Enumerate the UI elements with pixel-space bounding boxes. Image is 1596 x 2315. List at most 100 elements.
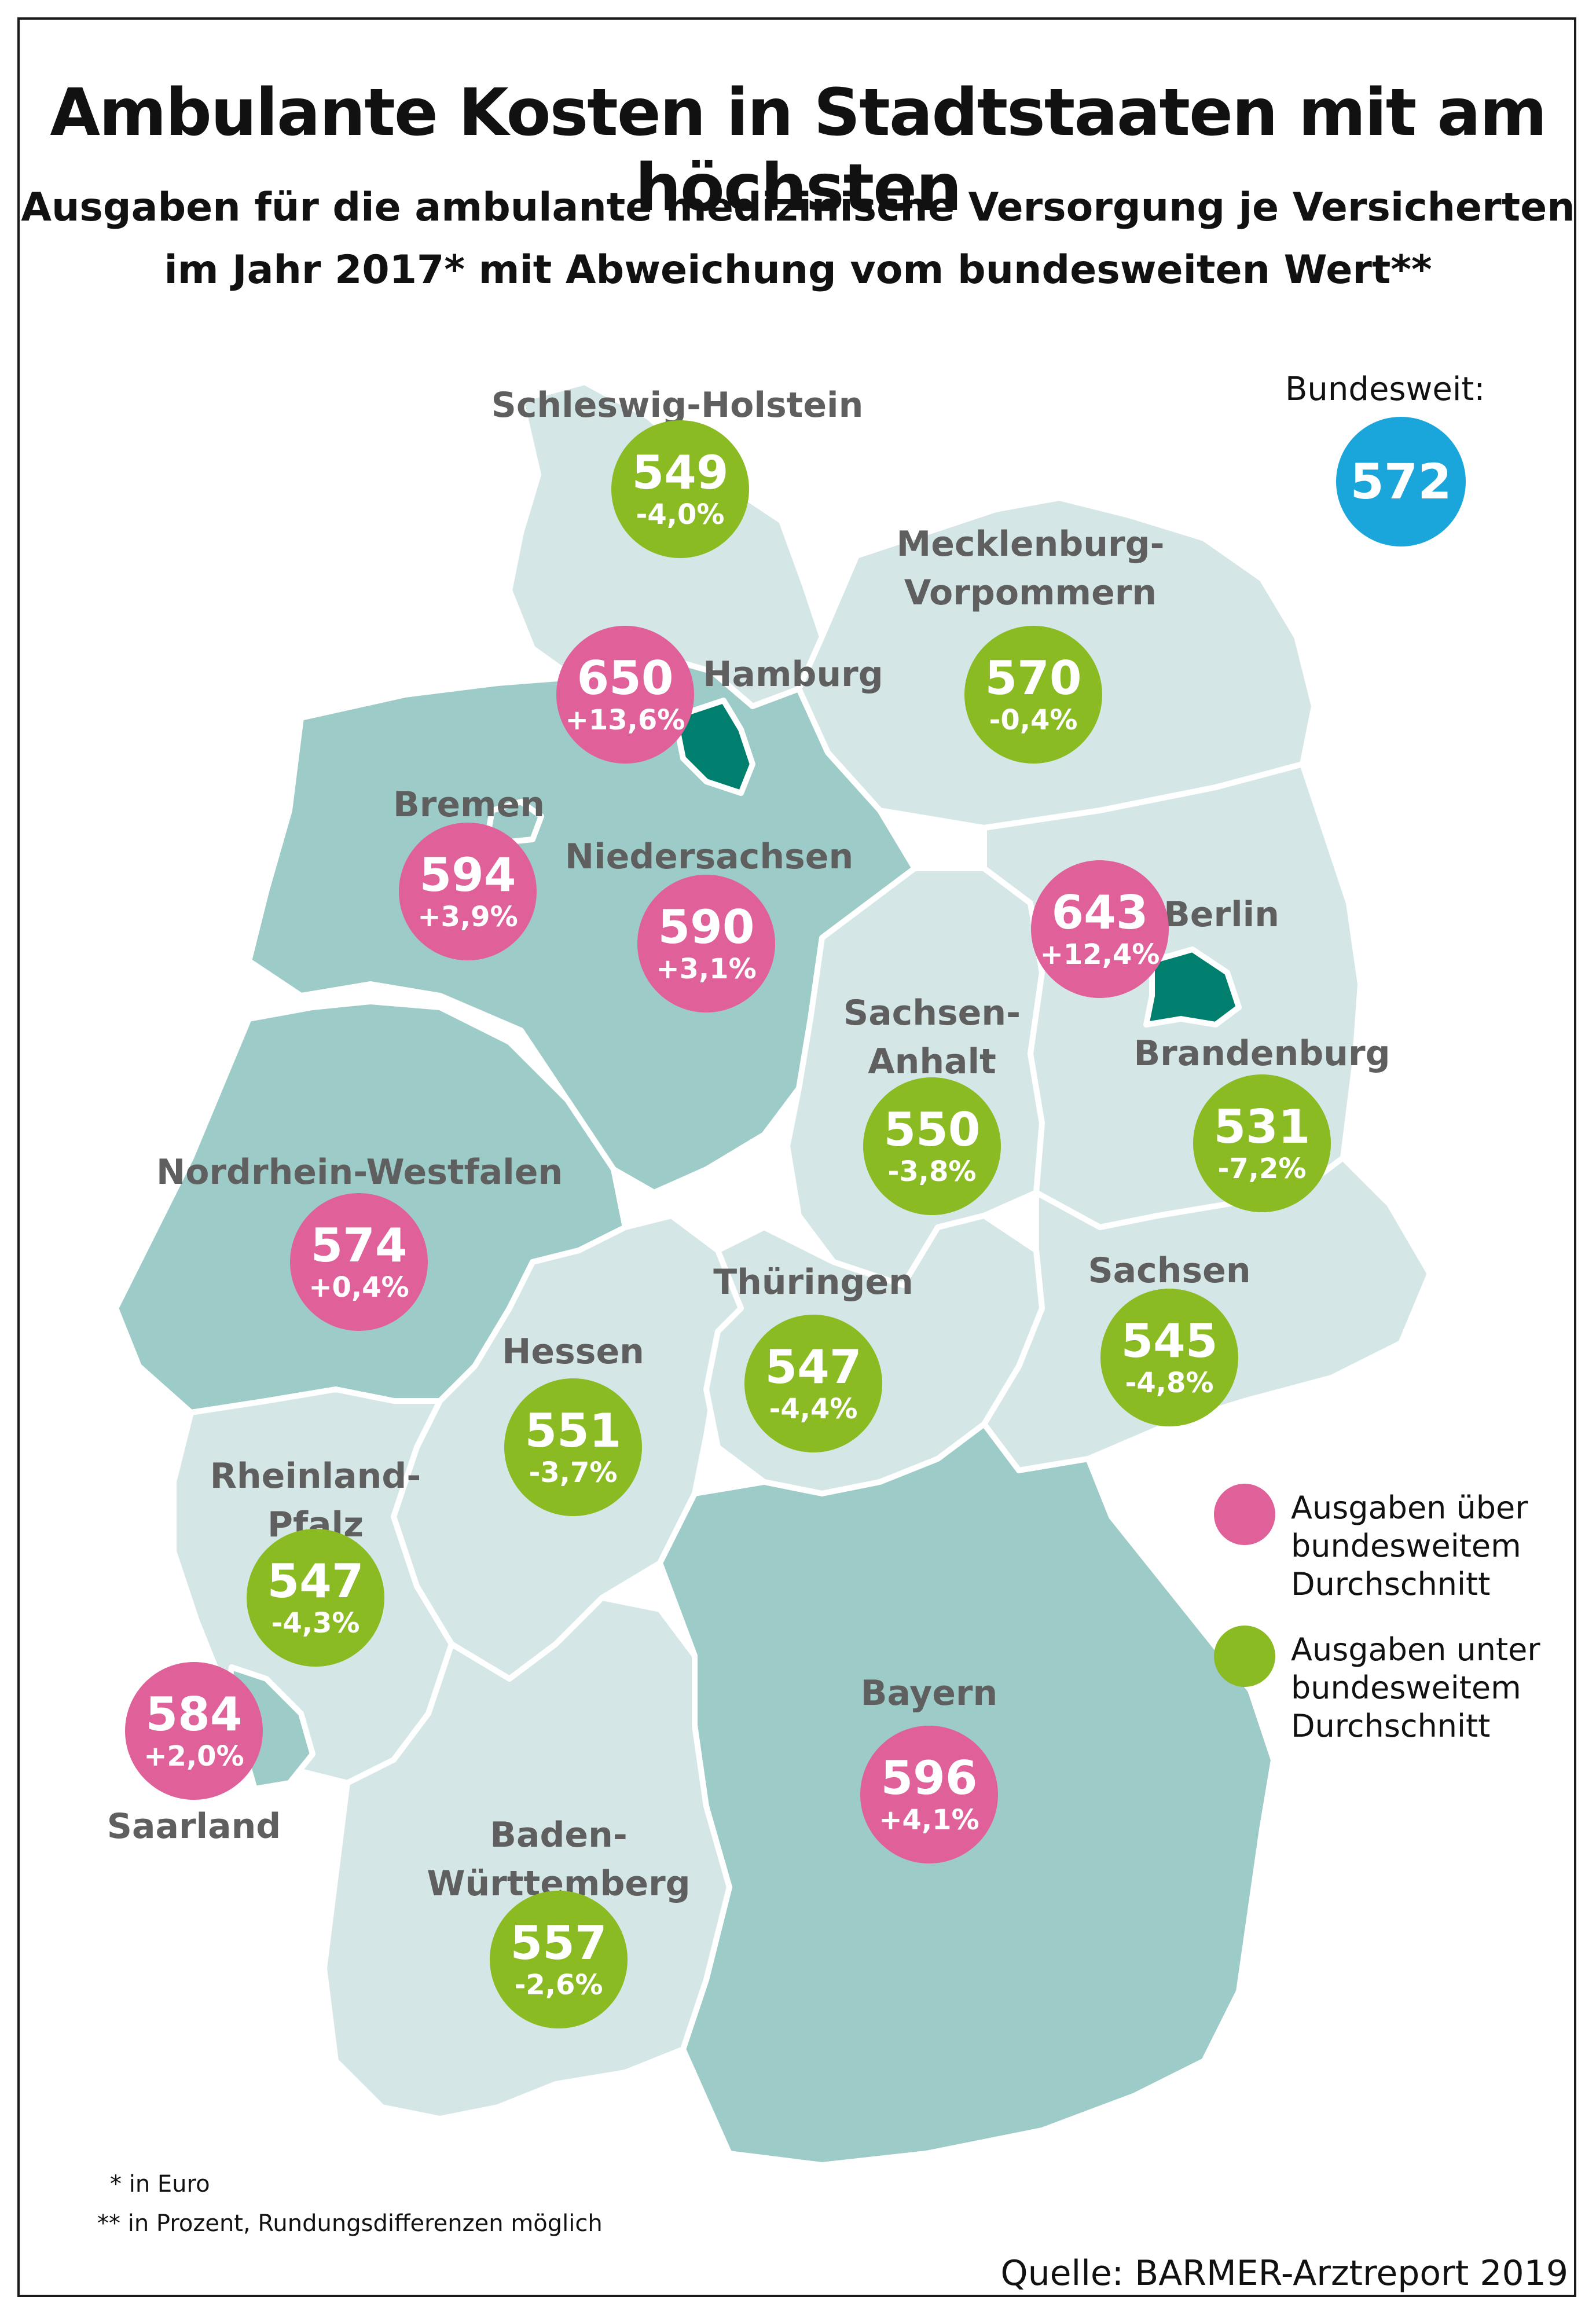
state-label-line: Saarland: [107, 1806, 281, 1847]
state-value: 551: [524, 1404, 622, 1458]
state-label-line: Nordrhein-Westfalen: [156, 1152, 563, 1193]
state-deviation: +3,1%: [656, 953, 757, 985]
state-deviation: -4,8%: [1125, 1367, 1214, 1399]
state-value: 574: [310, 1219, 408, 1272]
value-bubble-bremen: 594 +3,9%: [399, 823, 537, 960]
state-value: 549: [632, 446, 729, 500]
state-label-line: Berlin: [1164, 894, 1279, 935]
value-bubble-schleswig-holstein: 549 -4,0%: [611, 420, 749, 558]
value-bubble-mecklenburg-vorpommern: 570 -0,4%: [964, 626, 1102, 764]
state-deviation: +0,4%: [309, 1271, 409, 1304]
state-value: 590: [658, 900, 755, 954]
chart-title: Ambulante Kosten in Stadtstaaten mit am …: [50, 75, 1547, 226]
state-deviation: -4,3%: [271, 1607, 360, 1639]
state-value: 550: [883, 1103, 981, 1157]
state-label-line: Bremen: [393, 784, 545, 825]
state-deviation: +3,9%: [417, 901, 518, 933]
national-label: Bundesweit:: [1285, 370, 1485, 408]
state-value: 531: [1213, 1100, 1311, 1154]
chart-subtitle: Ausgaben für die ambulante medizinische …: [0, 177, 1596, 302]
state-label-line: Thüringen: [713, 1262, 913, 1303]
footnote-percent: ** in Prozent, Rundungsdifferenzen mögli…: [97, 2210, 603, 2237]
state-label-line: Brandenburg: [1133, 1033, 1390, 1074]
value-bubble-bayern: 596 +4,1%: [860, 1726, 998, 1863]
state-value: 643: [1051, 886, 1149, 940]
state-value: 596: [880, 1751, 978, 1805]
state-label-line: Vorpommern: [904, 573, 1157, 613]
value-bubble-hamburg: 650 +13,6%: [556, 626, 694, 764]
state-value: 570: [985, 651, 1082, 705]
state-value: 547: [765, 1340, 862, 1394]
value-bubble-saarland: 584 +2,0%: [125, 1662, 263, 1800]
state-value: 594: [419, 848, 516, 902]
state-label-line: Anhalt: [868, 1041, 996, 1082]
state-deviation: +12,4%: [1040, 938, 1160, 971]
state-label-nordrhein-westfalen: Nordrhein-Westfalen: [156, 1148, 563, 1197]
state-deviation: -2,6%: [514, 1969, 603, 2001]
subtitle-line-2: im Jahr 2017* mit Abweichung vom bundesw…: [164, 247, 1432, 293]
state-value: 584: [145, 1687, 243, 1741]
state-label-schleswig-holstein: Schleswig-Holstein: [475, 381, 880, 430]
state-label-line: Sachsen-: [843, 993, 1021, 1033]
state-deviation: -3,8%: [887, 1155, 977, 1188]
region-hamburg: [674, 698, 755, 796]
infographic-frame: [17, 17, 1576, 2297]
state-deviation: +13,6%: [565, 704, 685, 736]
value-bubble-sachsen: 545 -4,8%: [1100, 1289, 1238, 1426]
legend-below-line-3: Durchschnitt: [1291, 1708, 1491, 1744]
state-label-line: Hamburg: [703, 654, 883, 695]
state-label-bremen: Bremen: [266, 780, 672, 829]
footnote-euro: * in Euro: [110, 2171, 210, 2197]
value-bubble-hessen: 551 -3,7%: [504, 1378, 642, 1516]
value-bubble-rheinland-pfalz: 547 -4,3%: [247, 1529, 384, 1667]
state-label-line: Rheinland-: [210, 1456, 421, 1496]
state-label-line: Schleswig-Holstein: [491, 385, 864, 425]
legend-above-text: Ausgaben über bundesweitem Durchschnitt: [1291, 1489, 1528, 1604]
state-deviation: +2,0%: [144, 1740, 244, 1773]
value-bubble-sachsen-anhalt: 550 -3,8%: [863, 1077, 1001, 1215]
value-bubble-niedersachsen: 590 +3,1%: [637, 875, 775, 1012]
state-label-line: Hessen: [502, 1331, 644, 1372]
state-label-thueringen: Thüringen: [611, 1258, 1016, 1307]
legend-above-line-1: Ausgaben über: [1291, 1489, 1528, 1526]
state-label-line: Niedersachsen: [564, 837, 854, 877]
state-label-berlin: Berlin: [1019, 890, 1424, 939]
value-bubble-thueringen: 547 -4,4%: [744, 1315, 882, 1452]
state-label-hessen: Hessen: [370, 1327, 776, 1376]
state-label-line: Sachsen: [1088, 1250, 1251, 1291]
state-deviation: -0,4%: [989, 704, 1078, 736]
legend-above-dot: [1214, 1484, 1275, 1545]
state-label-sachsen: Sachsen: [967, 1246, 1372, 1295]
state-value: 557: [510, 1916, 607, 1970]
state-label-baden-wuerttemberg: Baden- Württemberg: [356, 1811, 761, 1908]
legend-above-line-2: bundesweitem: [1291, 1528, 1521, 1564]
state-label-saarland: Saarland: [0, 1802, 397, 1851]
state-value: 545: [1121, 1314, 1218, 1368]
legend-above-line-3: Durchschnitt: [1291, 1566, 1491, 1602]
legend-below-line-2: bundesweitem: [1291, 1670, 1521, 1706]
state-value: 650: [577, 651, 674, 705]
state-deviation: -3,7%: [529, 1456, 618, 1489]
state-value: 547: [267, 1554, 364, 1608]
value-bubble-brandenburg: 531 -7,2%: [1193, 1074, 1331, 1212]
value-bubble-baden-wuerttemberg: 557 -2,6%: [490, 1891, 628, 2028]
state-label-niedersachsen: Niedersachsen: [507, 832, 912, 881]
legend-below-line-1: Ausgaben unter: [1291, 1631, 1540, 1668]
source-credit: Quelle: BARMER-Arztreport 2019: [1000, 2253, 1568, 2294]
state-label-brandenburg: Brandenburg: [1059, 1029, 1465, 1078]
legend-below-dot: [1214, 1626, 1275, 1687]
state-label-line: Bayern: [860, 1673, 998, 1714]
state-label-mecklenburg-vorpommern: Mecklenburg- Vorpommern: [828, 520, 1233, 617]
subtitle-line-1: Ausgaben für die ambulante medizinische …: [21, 185, 1575, 230]
state-deviation: -4,0%: [636, 498, 725, 531]
state-label-line: Mecklenburg-: [896, 524, 1165, 564]
state-label-sachsen-anhalt: Sachsen- Anhalt: [729, 989, 1135, 1086]
national-value-bubble: 572: [1336, 417, 1466, 546]
state-label-hamburg: Hamburg: [590, 650, 996, 699]
state-deviation: -7,2%: [1217, 1153, 1307, 1185]
legend-below-text: Ausgaben unter bundesweitem Durchschnitt: [1291, 1631, 1540, 1745]
value-bubble-nordrhein-westfalen: 574 +0,4%: [290, 1193, 428, 1331]
region-berlin: [1143, 946, 1242, 1028]
value-bubble-berlin: 643 +12,4%: [1031, 860, 1169, 998]
state-deviation: +4,1%: [879, 1804, 979, 1836]
